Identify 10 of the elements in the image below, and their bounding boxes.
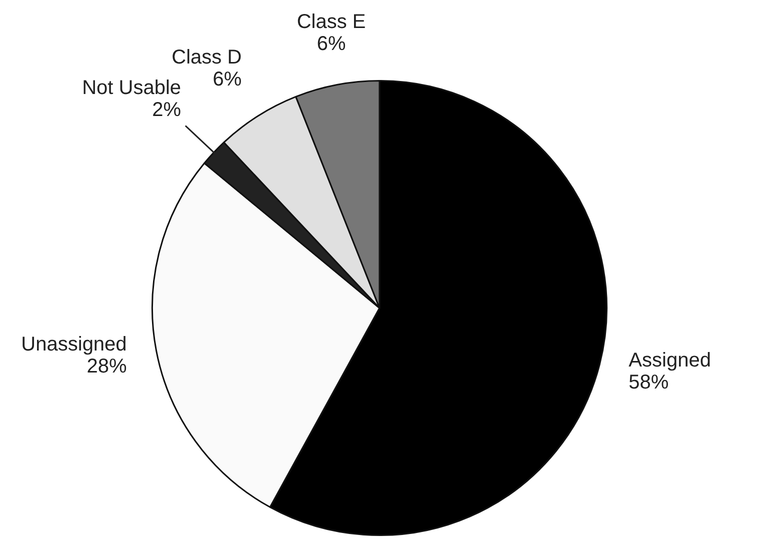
- data-label: 6%: [212, 68, 242, 90]
- slice-label: Class D: [172, 46, 242, 68]
- data-label: 58%: [628, 371, 669, 394]
- data-label: 28%: [86, 356, 128, 378]
- slice-label: Not Usable: [82, 77, 182, 100]
- slice-label: Class E: [296, 10, 366, 33]
- data-label: 6%: [316, 32, 346, 55]
- slice-label: Unassigned: [21, 334, 127, 356]
- slice-label: Assigned: [628, 349, 711, 372]
- data-label: 2%: [152, 99, 182, 122]
